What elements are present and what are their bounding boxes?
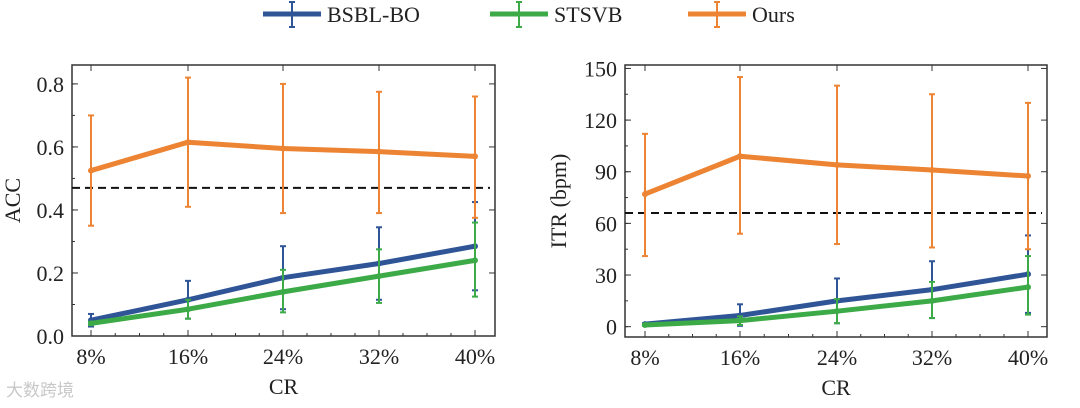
x-axis-label: CR — [269, 374, 299, 399]
y-tick-label: 0.0 — [37, 324, 65, 349]
legend-label: BSBL-BO — [327, 2, 420, 27]
data-point — [185, 139, 191, 146]
series-stsvb — [88, 221, 478, 327]
subplot-2: 0 30 60 90 120 150 8% 16% 24% 32% 40% CR ITR (bpm) — [546, 56, 1048, 400]
watermark: 大数跨境 — [6, 381, 74, 401]
data-point — [929, 297, 935, 304]
y-axis-label: ITR (bpm) — [546, 154, 571, 249]
data-point — [834, 308, 840, 315]
x-tick-label: 40% — [1008, 345, 1048, 370]
x-tick-label: 24% — [817, 345, 857, 370]
data-point — [88, 320, 94, 327]
x-tick-label: 16% — [720, 345, 760, 370]
x-tick-label: 8% — [630, 345, 659, 370]
x-tick-label: 16% — [168, 344, 208, 369]
data-point — [472, 257, 478, 264]
y-tick-label: 0.8 — [37, 72, 65, 97]
y-tick-label: 0.6 — [37, 135, 65, 160]
series-ours — [642, 76, 1031, 258]
data-point — [280, 145, 286, 152]
series-stsvb — [642, 255, 1031, 328]
data-point — [88, 167, 94, 174]
data-point — [280, 288, 286, 295]
y-axis-label: ACC — [0, 178, 25, 223]
x-tick-label: 32% — [912, 345, 952, 370]
legend-item-bsbl-bo: BSBL-BO — [263, 1, 420, 28]
data-point — [642, 191, 648, 198]
y-tick-label: 120 — [584, 108, 617, 133]
data-point — [376, 273, 382, 280]
series-ours — [88, 76, 478, 227]
data-point — [642, 321, 648, 328]
data-point — [834, 161, 840, 168]
y-tick-label: 0 — [606, 315, 617, 340]
x-tick-label: 8% — [76, 344, 105, 369]
x-tick-label: 24% — [263, 344, 303, 369]
legend-item-ours: Ours — [688, 1, 795, 28]
plot-frame — [624, 64, 1048, 338]
data-point — [929, 167, 935, 174]
x-axis-label: CR — [821, 375, 851, 400]
y-tick-label: 90 — [595, 160, 617, 185]
legend-label: Ours — [752, 2, 795, 27]
data-point — [376, 148, 382, 155]
y-tick-label: 0.4 — [37, 198, 65, 223]
data-point — [1025, 284, 1031, 291]
legend-label: STSVB — [554, 2, 622, 27]
data-point — [1025, 173, 1031, 180]
y-tick-label: 60 — [595, 211, 617, 236]
y-tick-label: 150 — [584, 56, 617, 81]
y-tick-label: 30 — [595, 263, 617, 288]
data-point — [472, 153, 478, 160]
x-tick-label: 40% — [455, 344, 495, 369]
data-point — [737, 317, 743, 324]
y-tick-label: 0.2 — [37, 261, 65, 286]
data-point — [737, 153, 743, 160]
legend-item-stsvb: STSVB — [490, 1, 622, 28]
data-point — [185, 306, 191, 313]
x-tick-label: 32% — [359, 344, 399, 369]
subplot-1: 0.0 0.2 0.4 0.6 0.8 8% 16% 24% 32% 40% CR ACC — [0, 64, 496, 399]
